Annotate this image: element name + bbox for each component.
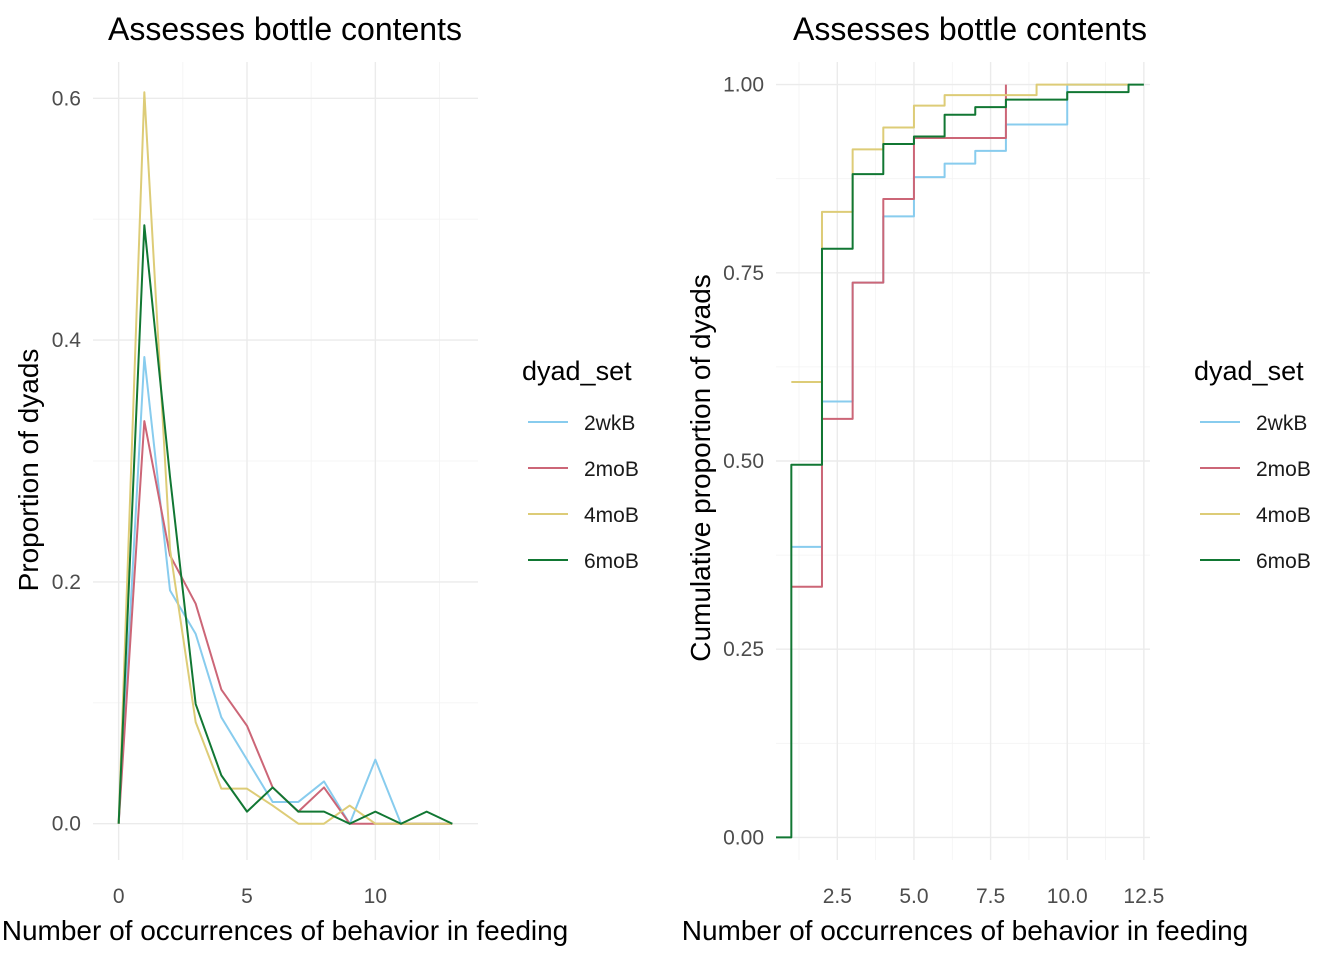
x-tick-label: 0 <box>113 885 125 908</box>
left-chart-title: Assesses bottle contents <box>108 11 462 47</box>
x-tick-label: 10.0 <box>1047 885 1088 908</box>
y-tick-label: 0.6 <box>52 87 81 110</box>
legend-label-6moB: 6moB <box>584 550 639 573</box>
y-tick-label: 0.75 <box>723 262 764 285</box>
left-y-ticks: 0.0 0.2 0.4 0.6 <box>52 87 82 835</box>
y-tick-label: 1.00 <box>723 74 764 97</box>
right-y-axis-label: Cumulative proportion of dyads <box>685 274 716 662</box>
left-y-axis-label: Proportion of dyads <box>13 349 44 592</box>
series-line-2moB <box>791 84 1007 588</box>
right-legend-title: dyad_set <box>1194 356 1304 386</box>
right-chart-title: Assesses bottle contents <box>793 11 1147 47</box>
y-tick-label: 0.0 <box>52 813 81 836</box>
legend-label-2moB: 2moB <box>584 458 639 481</box>
legend-label-2wkB: 2wkB <box>584 412 635 435</box>
series-line-4moB <box>117 91 453 825</box>
left-x-axis-label: Number of occurrences of behavior in fee… <box>2 915 569 946</box>
y-tick-label: 0.4 <box>52 329 82 352</box>
series-line-6moB <box>117 224 453 825</box>
right-x-axis-label: Number of occurrences of behavior in fee… <box>682 915 1249 946</box>
left-grid <box>93 62 478 860</box>
legend-label-4moB: 4moB <box>584 504 639 527</box>
right-x-ticks: 2.5 5.0 7.5 10.0 12.5 <box>823 885 1165 908</box>
right-series-lines <box>776 83 1144 839</box>
density-panel: Assesses bottle contents 0.0 0.2 0.4 0.6 0 5… <box>2 11 639 946</box>
right-grid <box>776 62 1150 860</box>
legend-label-6moB: 6moB <box>1256 550 1311 573</box>
right-legend-items: 2wkB 2moB 4moB 6moB <box>1200 412 1311 573</box>
series-line-6moB <box>776 83 1144 839</box>
y-tick-label: 0.25 <box>723 638 764 661</box>
left-series-lines <box>117 91 453 825</box>
x-tick-label: 5 <box>241 885 253 908</box>
left-legend-items: 2wkB 2moB 4moB 6moB <box>528 412 639 573</box>
series-line-2wkB <box>791 83 1129 548</box>
series-line-4moB <box>791 83 1129 383</box>
y-tick-label: 0.00 <box>723 826 764 849</box>
y-tick-label: 0.50 <box>723 450 764 473</box>
left-legend: dyad_set 2wkB 2moB 4moB 6moB <box>522 356 639 573</box>
left-x-ticks: 0 5 10 <box>113 885 387 908</box>
cumulative-panel: Assesses bottle contents 0.00 0.25 0.50 0.7… <box>682 11 1311 946</box>
x-tick-label: 10 <box>364 885 387 908</box>
left-legend-title: dyad_set <box>522 356 632 386</box>
y-tick-label: 0.2 <box>52 571 81 594</box>
legend-label-4moB: 4moB <box>1256 504 1311 527</box>
x-tick-label: 12.5 <box>1123 885 1164 908</box>
series-line-2moB <box>117 420 453 825</box>
right-y-ticks: 0.00 0.25 0.50 0.75 1.00 <box>723 74 764 850</box>
x-tick-label: 2.5 <box>823 885 852 908</box>
legend-label-2moB: 2moB <box>1256 458 1311 481</box>
x-tick-label: 7.5 <box>976 885 1005 908</box>
x-tick-label: 5.0 <box>899 885 928 908</box>
series-line-2wkB <box>117 356 453 825</box>
legend-label-2wkB: 2wkB <box>1256 412 1307 435</box>
right-legend: dyad_set 2wkB 2moB 4moB 6moB <box>1194 356 1311 573</box>
